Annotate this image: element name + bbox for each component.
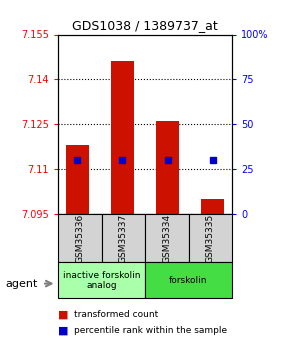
Text: GSM35334: GSM35334 [162,214,171,263]
Bar [156,121,179,214]
Text: transformed count: transformed count [74,310,158,319]
Bar [202,199,224,214]
Title: GDS1038 / 1389737_at: GDS1038 / 1389737_at [72,19,218,32]
Bar [58,214,102,262]
Text: ■: ■ [58,310,68,319]
Text: GSM35337: GSM35337 [119,214,128,263]
Text: GSM35336: GSM35336 [75,214,84,263]
Bar [111,61,134,214]
Text: inactive forskolin
analog: inactive forskolin analog [63,270,140,290]
Text: ■: ■ [58,326,68,335]
Bar [188,214,232,262]
Text: forskolin: forskolin [169,276,208,285]
Text: agent: agent [6,279,38,288]
Bar [145,214,188,262]
Bar [58,262,145,298]
Text: GSM35335: GSM35335 [206,214,215,263]
Bar [145,262,232,298]
Bar [102,214,145,262]
Bar [66,145,88,214]
Text: percentile rank within the sample: percentile rank within the sample [74,326,227,335]
